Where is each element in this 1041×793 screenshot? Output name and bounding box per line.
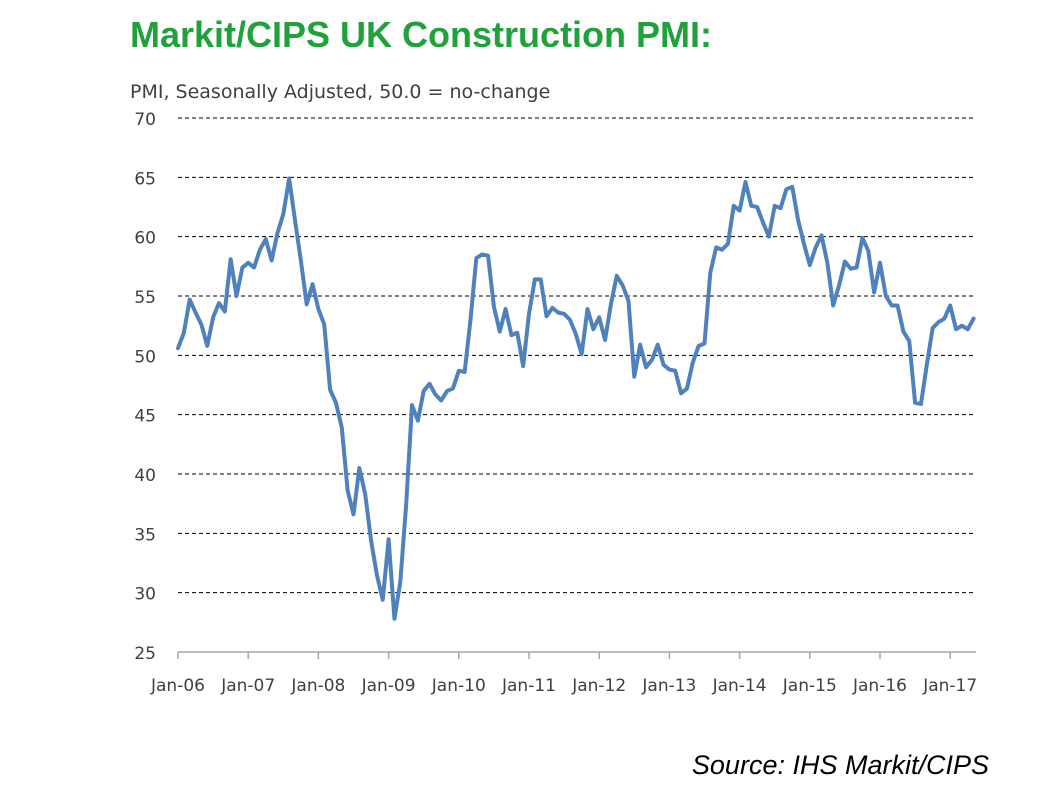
x-tick-Jan-16: Jan-16 — [852, 676, 907, 696]
x-tick-Jan-13: Jan-13 — [641, 676, 696, 696]
x-tick-Jan-12: Jan-12 — [571, 676, 626, 696]
y-tick-25: 25 — [134, 644, 156, 664]
y-tick-30: 30 — [134, 585, 156, 605]
y-tick-40: 40 — [134, 466, 156, 486]
x-tick-labels: Jan-06 Jan-07 Jan-08 Jan-09 Jan-10 Jan-11 Jan-… — [150, 676, 977, 696]
y-tick-50: 50 — [134, 347, 156, 367]
x-tick-Jan-15: Jan-15 — [782, 676, 837, 696]
x-tick-Jan-11: Jan-11 — [501, 676, 556, 696]
x-tick-Jan-10: Jan-10 — [431, 676, 486, 696]
y-tick-55: 55 — [134, 288, 156, 308]
pmi-line-chart: PMI, Seasonally Adjusted, 50.0 = no-chan… — [130, 81, 977, 696]
y-axis-label: PMI, Seasonally Adjusted, 50.0 = no-chan… — [130, 81, 550, 103]
y-tick-45: 45 — [134, 407, 156, 427]
series-layer — [176, 176, 976, 621]
x-tick-Jan-17: Jan-17 — [922, 676, 977, 696]
x-tick-Jan-06: Jan-06 — [150, 676, 205, 696]
y-tick-35: 35 — [134, 525, 156, 545]
series-line-pmi — [176, 176, 976, 621]
x-tick-Jan-14: Jan-14 — [712, 676, 767, 696]
source-note: Source: IHS Markit/CIPS — [691, 750, 989, 780]
y-tick-60: 60 — [134, 229, 156, 249]
chart-title: Markit/CIPS UK Construction PMI: — [130, 14, 713, 55]
x-tick-Jan-09: Jan-09 — [361, 676, 416, 696]
y-tick-70: 70 — [134, 110, 156, 130]
gridlines — [178, 117, 976, 594]
x-tick-Jan-08: Jan-08 — [290, 676, 345, 696]
y-tick-65: 65 — [134, 169, 156, 189]
x-tick-Jan-07: Jan-07 — [220, 676, 275, 696]
y-tick-labels: 25 30 35 40 45 50 55 60 65 70 — [134, 110, 156, 664]
x-axis — [177, 651, 976, 659]
